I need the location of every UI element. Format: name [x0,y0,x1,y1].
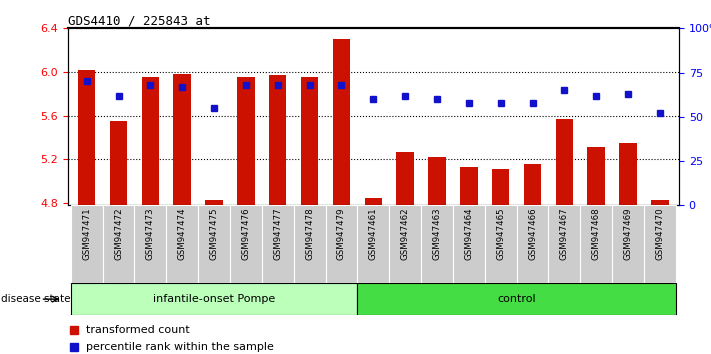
Bar [262,205,294,283]
Text: GSM947469: GSM947469 [624,208,633,260]
Bar [580,205,612,283]
Text: transformed count: transformed count [86,325,190,335]
Bar [651,200,668,205]
Bar [365,198,382,205]
Bar [619,143,637,205]
Bar [492,169,509,205]
Text: GSM947479: GSM947479 [337,208,346,260]
Bar [421,205,453,283]
Text: infantile-onset Pompe: infantile-onset Pompe [153,294,275,304]
Bar [485,205,517,283]
Text: GDS4410 / 225843_at: GDS4410 / 225843_at [68,14,210,27]
Bar [517,205,548,283]
Bar [230,205,262,283]
Bar [548,205,580,283]
Bar [198,205,230,283]
Text: GSM947476: GSM947476 [242,208,250,260]
Text: GSM947466: GSM947466 [528,208,537,260]
Bar [70,283,358,315]
Bar [102,205,134,283]
Bar [326,205,358,283]
Text: GSM947463: GSM947463 [432,208,442,260]
Bar [134,205,166,283]
Bar [612,205,644,283]
Bar [555,119,573,205]
Bar [269,75,287,205]
Bar [166,205,198,283]
Bar [294,205,326,283]
Text: GSM947478: GSM947478 [305,208,314,260]
Text: GSM947474: GSM947474 [178,208,187,260]
Bar [358,205,389,283]
Text: GSM947462: GSM947462 [400,208,410,260]
Bar [173,74,191,205]
Text: GSM947475: GSM947475 [210,208,218,260]
Bar [333,39,351,205]
Bar [358,283,676,315]
Text: control: control [497,294,536,304]
Bar [428,157,446,205]
Bar [396,152,414,205]
Text: GSM947477: GSM947477 [273,208,282,260]
Text: GSM947472: GSM947472 [114,208,123,260]
Bar [524,164,541,205]
Bar [587,147,605,205]
Text: GSM947464: GSM947464 [464,208,474,260]
Bar [301,78,319,205]
Text: GSM947468: GSM947468 [592,208,601,260]
Bar [205,200,223,205]
Bar [109,121,127,205]
Bar [389,205,421,283]
Text: GSM947473: GSM947473 [146,208,155,260]
Bar [141,78,159,205]
Text: GSM947467: GSM947467 [560,208,569,260]
Bar [644,205,676,283]
Bar [237,78,255,205]
Text: GSM947470: GSM947470 [656,208,664,260]
Text: GSM947465: GSM947465 [496,208,505,260]
Bar [78,70,95,205]
Text: GSM947461: GSM947461 [369,208,378,260]
Text: GSM947471: GSM947471 [82,208,91,260]
Text: percentile rank within the sample: percentile rank within the sample [86,342,274,352]
Bar [453,205,485,283]
Bar [460,167,478,205]
Text: disease state: disease state [1,294,70,304]
Bar [70,205,102,283]
